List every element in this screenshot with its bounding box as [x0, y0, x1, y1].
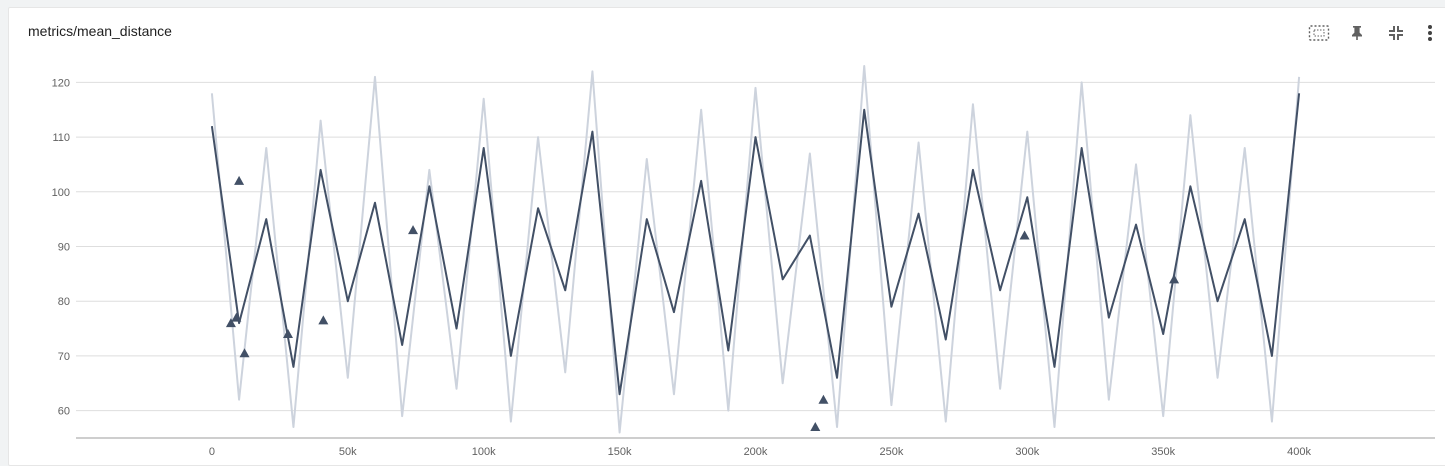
series-marker [318, 315, 329, 325]
more-vert-icon[interactable] [1418, 22, 1442, 44]
y-tick-label: 80 [58, 296, 70, 308]
series-marker [1169, 274, 1180, 284]
y-tick-label: 60 [58, 406, 70, 418]
series-marker [810, 422, 821, 432]
x-tick-label: 100k [472, 446, 496, 458]
marker-group [225, 175, 1180, 432]
series-marker [239, 348, 250, 358]
pin-icon[interactable] [1345, 22, 1369, 44]
series-marker [818, 394, 829, 404]
x-tick-label: 300k [1015, 446, 1039, 458]
y-tick-label: 70 [58, 351, 70, 363]
series-group [210, 64, 1301, 434]
series-marker [1019, 230, 1030, 240]
series-marker [225, 318, 236, 328]
raw-series-line [210, 64, 1301, 434]
fit-domain-icon[interactable] [1307, 22, 1331, 44]
series-marker [231, 312, 242, 322]
grid-lines [76, 81, 1435, 412]
x-tick-label: 200k [744, 446, 768, 458]
series-marker [283, 329, 294, 339]
y-axis-ticks: 60 70 80 90 100 110 120 [52, 77, 70, 417]
series-marker [234, 175, 245, 185]
x-tick-label: 150k [608, 446, 632, 458]
x-axis-ticks: 0 50k 100k 150k 200k 250k 300k 350k 400k [209, 446, 1312, 458]
x-tick-label: 0 [209, 446, 215, 458]
smoothed-series-line [210, 93, 1301, 396]
x-tick-label: 400k [1287, 446, 1311, 458]
y-tick-label: 100 [52, 187, 70, 199]
card-title: metrics/mean_distance [28, 23, 172, 39]
y-tick-label: 120 [52, 77, 70, 89]
y-tick-label: 110 [52, 132, 70, 144]
y-tick-label: 90 [58, 242, 70, 254]
series-marker [408, 225, 419, 235]
x-tick-label: 50k [339, 446, 357, 458]
x-tick-label: 250k [879, 446, 903, 458]
x-tick-label: 350k [1151, 446, 1175, 458]
